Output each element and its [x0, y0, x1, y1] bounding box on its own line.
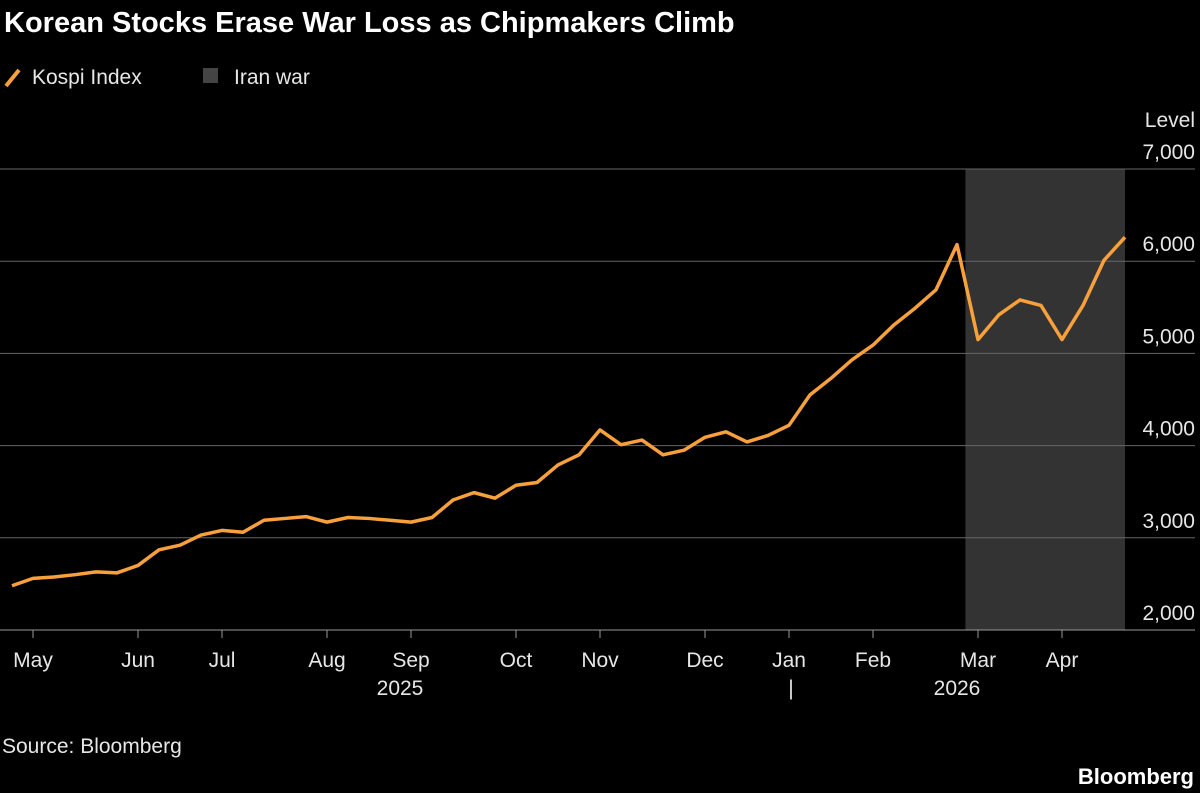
year-divider: | — [788, 677, 793, 700]
year-label: 2026 — [934, 677, 981, 700]
legend-label: Iran war — [234, 66, 310, 89]
y-tick-label: 3,000 — [1142, 510, 1195, 533]
legend-line-icon — [4, 68, 21, 88]
line — [11, 236, 1127, 588]
y-axis-label: Level — [1145, 109, 1195, 132]
highlight-shade — [965, 169, 1125, 630]
x-tick-label: Nov — [581, 649, 619, 672]
y-tick-label: 5,000 — [1142, 325, 1195, 348]
x-tick-label: Dec — [686, 649, 723, 672]
legend-shade-icon — [203, 68, 218, 83]
source: Source: Bloomberg — [2, 735, 182, 758]
x-tick-label: Aug — [308, 649, 345, 672]
x-tick-label: Apr — [1046, 649, 1079, 672]
year-label: 2025 — [377, 677, 424, 700]
chart-title: Korean Stocks Erase War Loss as Chipmake… — [4, 7, 735, 39]
x-tick-label: Jul — [209, 649, 236, 672]
x-tick-label: Jan — [772, 649, 806, 672]
y-tick-label: 7,000 — [1142, 141, 1195, 164]
y-tick-label: 6,000 — [1142, 233, 1195, 256]
x-tick-label: Jun — [121, 649, 155, 672]
y-tick-label: 4,000 — [1142, 418, 1195, 441]
x-tick-label: May — [13, 649, 53, 672]
legend-label: Kospi Index — [32, 66, 142, 89]
brand: Bloomberg — [1078, 764, 1194, 789]
y-tick-label: 2,000 — [1142, 602, 1195, 625]
x-tick-label: Oct — [500, 649, 533, 672]
x-tick-label: Mar — [960, 649, 996, 672]
x-tick-label: Feb — [855, 649, 891, 672]
x-tick-label: Sep — [392, 649, 429, 672]
